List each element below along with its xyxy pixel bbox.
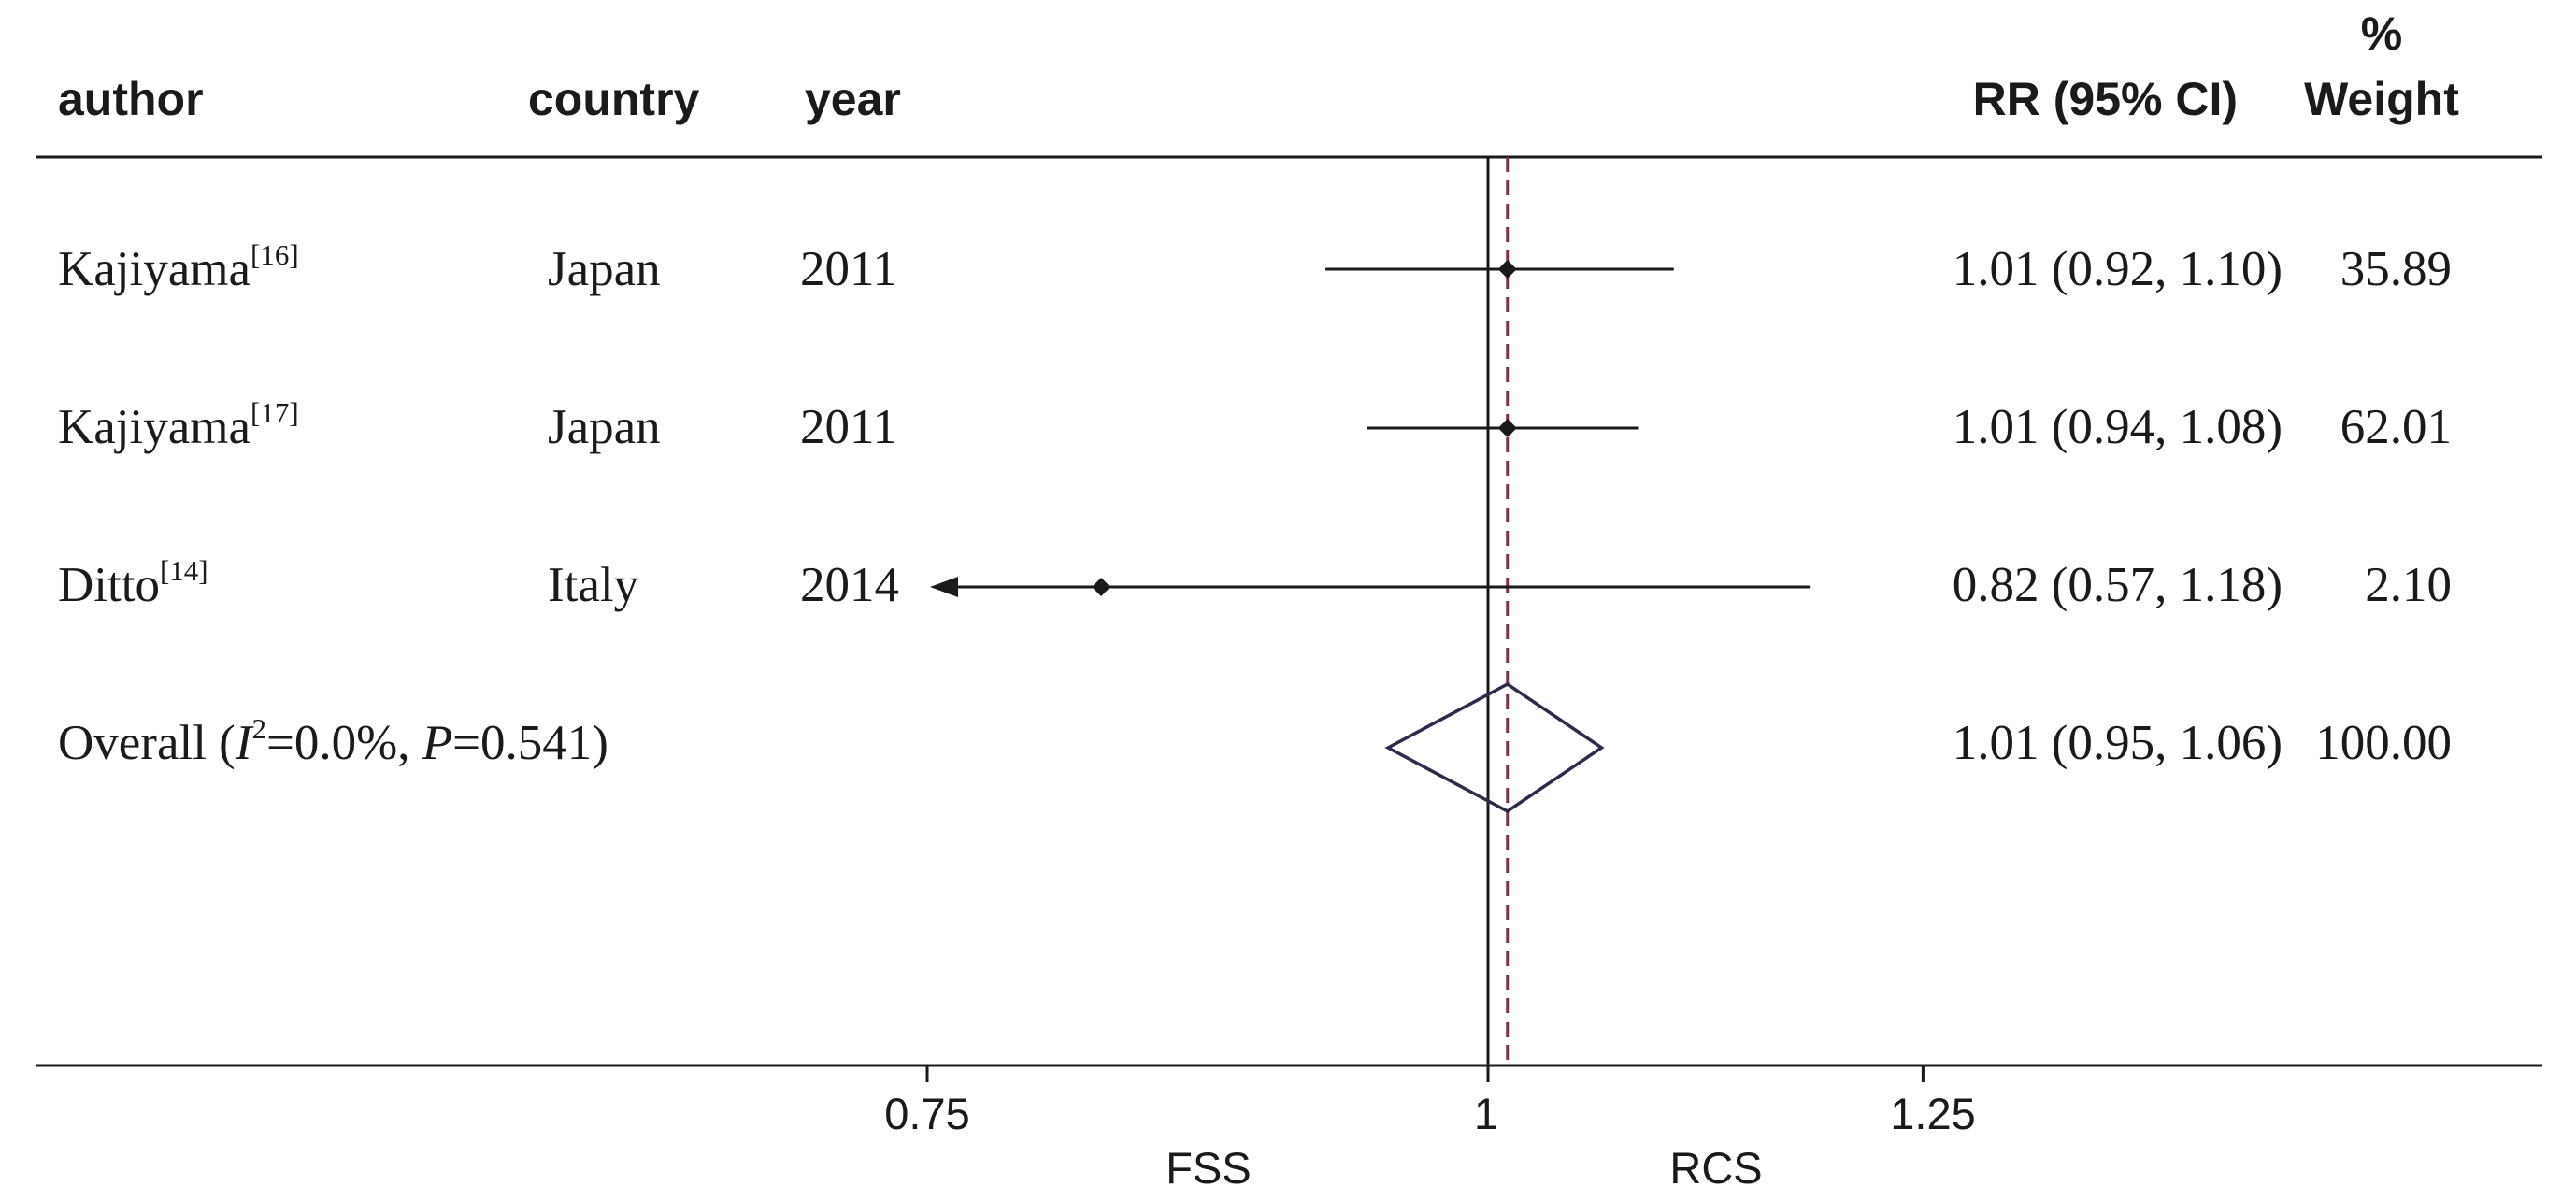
study-year: 2011 [800,400,897,454]
header-author: author [58,73,204,125]
header-weight: Weight [2304,73,2459,125]
study-ci: 0.82 (0.57, 1.18) [1953,558,2283,612]
overall-ci: 1.01 (0.95, 1.06) [1953,716,2283,770]
study-weight: 2.10 [2365,558,2452,612]
study-weight: 62.01 [2340,400,2452,454]
study-ci: 1.01 (0.92, 1.10) [1953,242,2283,296]
header-weight-percent: % [2361,7,2402,60]
study-author: Kajiyama[16] [58,238,299,296]
overall-weight: 100.00 [2315,716,2452,770]
study-author: Ditto[14] [58,554,208,612]
overall-label: Overall (I2=0.0%, P=0.541) [58,712,608,770]
study-row: Ditto[14] Italy 2014 0.82 (0.57, 1.18) 2… [58,554,2452,612]
header-country: country [528,73,700,125]
header-year: year [805,73,901,125]
point-estimate [1497,260,1517,279]
tick-label: 1.25 [1890,1089,1975,1138]
study-row: Kajiyama[17] Japan 2011 1.01 (0.94, 1.08… [58,396,2452,454]
study-year: 2011 [800,242,897,296]
tick-label: 1 [1474,1089,1498,1138]
tick-label: 0.75 [884,1089,969,1138]
study-country: Japan [548,242,661,296]
study-weight: 35.89 [2340,242,2452,296]
axis-left-label: FSS [1166,1143,1251,1193]
study-country: Italy [548,558,639,612]
study-ci: 1.01 (0.94, 1.08) [1953,400,2283,454]
plot-marks [925,157,1925,1082]
study-row: Kajiyama[16] Japan 2011 1.01 (0.92, 1.10… [58,238,2452,296]
ci-arrow [930,577,958,597]
overall-diamond [1384,681,1605,814]
study-country: Japan [548,400,661,454]
axis-right-label: RCS [1669,1143,1762,1193]
point-estimate [1497,419,1517,437]
study-author: Kajiyama[17] [58,396,299,454]
point-estimate [1092,578,1111,596]
study-year: 2014 [800,558,899,612]
overall-row: Overall (I2=0.0%, P=0.541) 1.01 (0.95, 1… [58,712,2452,770]
header-estimate: RR (95% CI) [1973,73,2238,125]
